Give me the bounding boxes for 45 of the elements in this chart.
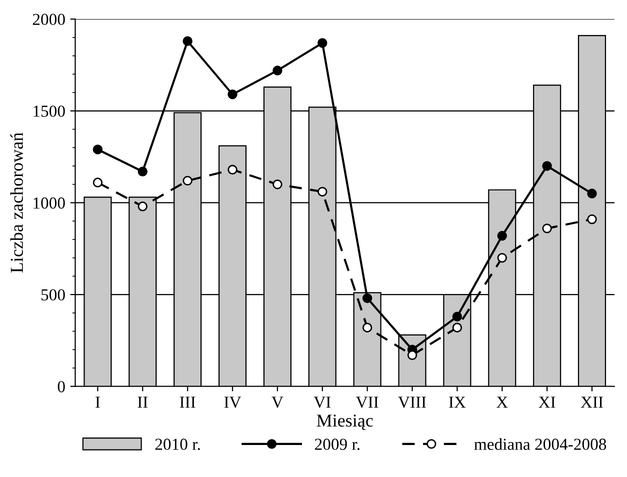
point	[318, 186, 328, 197]
point	[407, 350, 418, 360]
y-tick-label: 500	[41, 289, 65, 300]
x-tick-label: V	[272, 396, 284, 408]
point	[138, 202, 148, 212]
point	[542, 161, 552, 171]
point	[138, 166, 148, 176]
x-tick-label: VIII	[398, 396, 426, 408]
x-tick-label: XI	[538, 396, 556, 408]
point	[272, 66, 282, 76]
y-tick-label: 2000	[32, 14, 65, 26]
point	[497, 230, 507, 241]
point	[362, 322, 372, 332]
x-tick-label: III	[180, 396, 196, 408]
point	[182, 36, 192, 46]
x-tick-label: IV	[224, 396, 242, 408]
point	[228, 90, 238, 100]
point	[272, 180, 282, 190]
x-axis-title: Miesiąc	[316, 414, 373, 430]
y-axis-title: Liczba zachorowań	[10, 132, 23, 273]
y-tick-label: 1500	[34, 106, 65, 117]
point	[587, 188, 597, 198]
y-tick-label: 0	[58, 381, 65, 392]
y-tick-label: 1000	[34, 197, 65, 209]
point	[452, 322, 462, 332]
point	[587, 214, 597, 224]
point	[542, 224, 552, 234]
x-tick-label: VI	[314, 396, 331, 408]
x-tick-label: VII	[356, 396, 378, 408]
point	[92, 178, 103, 188]
x-tick-label: II	[138, 396, 148, 408]
point	[318, 38, 328, 48]
legend-label: mediana 2004-2008	[474, 438, 606, 450]
point	[362, 293, 372, 304]
point	[228, 164, 238, 175]
legend-label: 2010 r.	[155, 438, 200, 450]
x-tick-label: XII	[580, 396, 603, 408]
point	[92, 144, 103, 154]
x-tick-label: X	[496, 396, 508, 408]
legend-label: 2009 r.	[314, 438, 360, 450]
point	[497, 252, 507, 263]
x-tick-label: I	[96, 396, 100, 408]
x-tick-label: IX	[448, 396, 466, 408]
point	[452, 312, 462, 322]
point	[182, 176, 192, 186]
